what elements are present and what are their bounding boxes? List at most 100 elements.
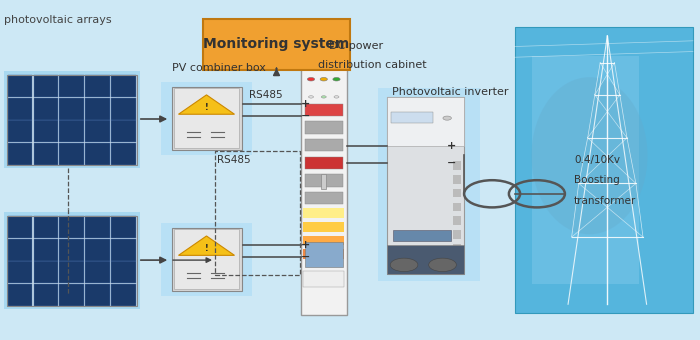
Bar [303,249,344,259]
Circle shape [428,258,456,272]
Bar [111,261,136,283]
Bar [304,157,343,169]
Text: Photovoltaic inverter: Photovoltaic inverter [392,87,508,97]
Circle shape [333,78,340,81]
Bar [4,212,140,309]
Bar [60,239,84,260]
Text: 0.4/10Kv: 0.4/10Kv [574,155,620,165]
Bar [60,261,84,283]
Bar [8,284,32,306]
Text: photovoltaic arrays: photovoltaic arrays [4,15,111,26]
Bar [174,88,239,148]
Bar [34,143,58,165]
Bar [4,71,140,168]
Bar [304,192,343,204]
Bar [85,143,110,165]
Bar [174,229,239,289]
Bar [60,216,84,238]
Bar [111,143,136,165]
Bar [161,82,252,155]
Bar [111,284,136,306]
Bar [8,75,32,97]
Bar [172,87,242,150]
Bar [34,75,58,97]
Bar [172,228,242,291]
Polygon shape [178,236,234,255]
Bar [161,223,252,296]
Bar [8,98,32,120]
Bar [85,239,110,260]
Circle shape [309,96,314,98]
Circle shape [334,96,339,98]
Bar [34,239,58,260]
Bar [533,56,640,284]
Text: −: − [300,252,310,262]
Bar [387,97,464,147]
Text: RS485: RS485 [217,155,251,165]
Bar [304,242,343,267]
Text: PV combiner box: PV combiner box [172,63,265,73]
Bar [85,284,110,306]
Bar [391,112,433,123]
Text: +: + [300,240,310,250]
Bar [8,239,32,260]
Bar [85,216,110,238]
Bar [303,271,344,287]
Text: Boosting: Boosting [574,175,620,185]
Bar [85,75,110,97]
Text: +: + [447,141,456,151]
Bar [34,261,58,283]
Bar [454,230,461,239]
Bar [60,75,84,97]
Bar [111,216,136,238]
Bar [85,98,110,120]
Bar [304,104,343,116]
Bar [321,174,326,189]
Bar [514,27,693,313]
Ellipse shape [531,77,648,234]
Bar [454,203,461,211]
Polygon shape [178,95,234,114]
Circle shape [443,116,452,120]
Bar [387,97,464,274]
Text: Monitoring system: Monitoring system [204,37,349,51]
Text: +: + [300,99,310,109]
Text: !: ! [204,103,209,112]
Bar [378,88,480,280]
Bar [60,120,84,142]
Bar [111,120,136,142]
Circle shape [321,96,326,98]
Bar [85,120,110,142]
FancyBboxPatch shape [203,19,350,70]
Bar [454,217,461,225]
Bar [7,75,136,165]
Bar [60,143,84,165]
Bar [301,42,346,314]
Bar [8,216,32,238]
Bar [387,244,464,274]
Circle shape [307,78,314,81]
Text: RS485: RS485 [248,90,282,100]
Bar [303,208,344,218]
Text: transformer: transformer [574,195,636,206]
Text: !: ! [204,244,209,253]
Circle shape [390,258,418,272]
Bar [8,120,32,142]
Bar [454,175,461,184]
Bar [304,139,343,151]
Text: −: − [300,110,310,121]
Bar [60,98,84,120]
Bar [303,236,344,245]
Text: DC power: DC power [329,41,383,51]
Bar [303,222,344,232]
Bar [393,230,451,241]
Circle shape [320,78,328,81]
Bar [454,244,461,253]
Bar [304,174,343,187]
Bar [34,120,58,142]
Bar [111,239,136,260]
Bar [8,261,32,283]
Bar [60,284,84,306]
Bar [454,189,461,197]
Text: −: − [447,158,456,168]
